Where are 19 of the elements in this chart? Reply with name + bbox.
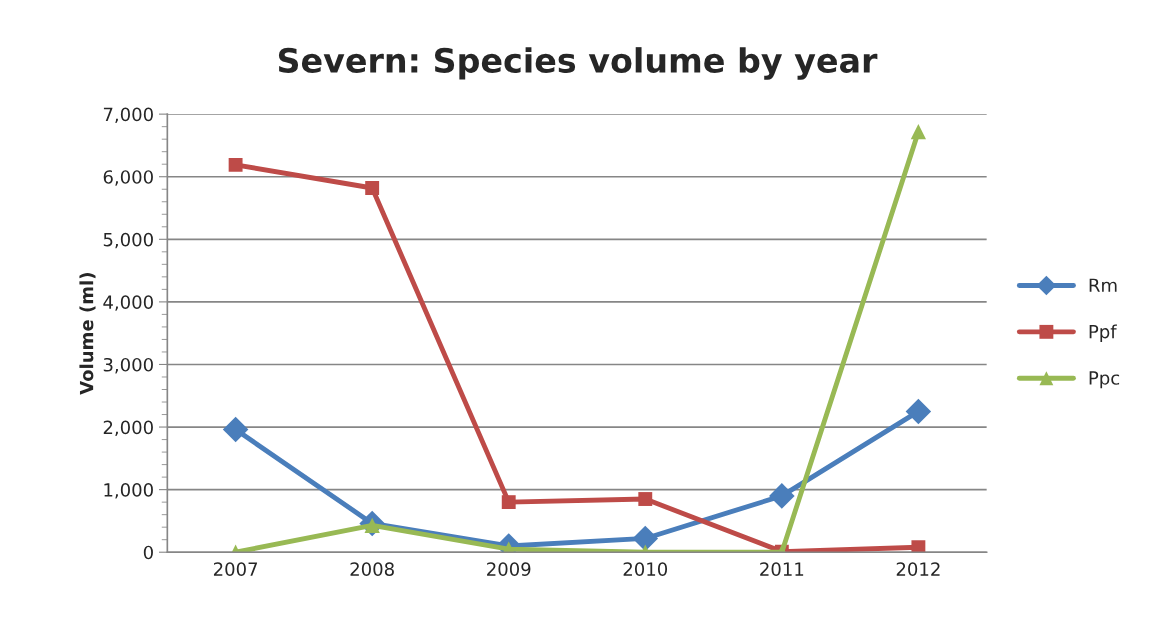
y-tick-label: 4,000 — [103, 295, 153, 311]
y-axis-title: Volume (ml) — [79, 273, 96, 395]
y-tick-label: 3,000 — [103, 357, 153, 374]
x-tick-label: 2010 — [623, 562, 668, 576]
y-tick-label: 7,000 — [103, 107, 153, 124]
chart-title: Severn: Species volume by year — [278, 47, 878, 80]
y-tick-label: 6,000 — [103, 170, 153, 186]
legend-label: Ppf — [1089, 324, 1117, 342]
x-tick-label: 2012 — [896, 562, 940, 576]
legend-label: Ppc — [1089, 371, 1120, 389]
y-tick-label: 2,000 — [103, 420, 153, 437]
x-tick-label: 2011 — [760, 562, 804, 576]
legend-label: Rm — [1089, 278, 1117, 292]
y-tick-label: 1,000 — [104, 483, 153, 499]
x-tick-label: 2008 — [350, 562, 394, 576]
y-tick-label: 5,000 — [103, 232, 153, 249]
y-tick-label: 0 — [143, 545, 153, 560]
x-tick-label: 2009 — [487, 562, 531, 576]
x-tick-label: 2007 — [213, 562, 258, 576]
